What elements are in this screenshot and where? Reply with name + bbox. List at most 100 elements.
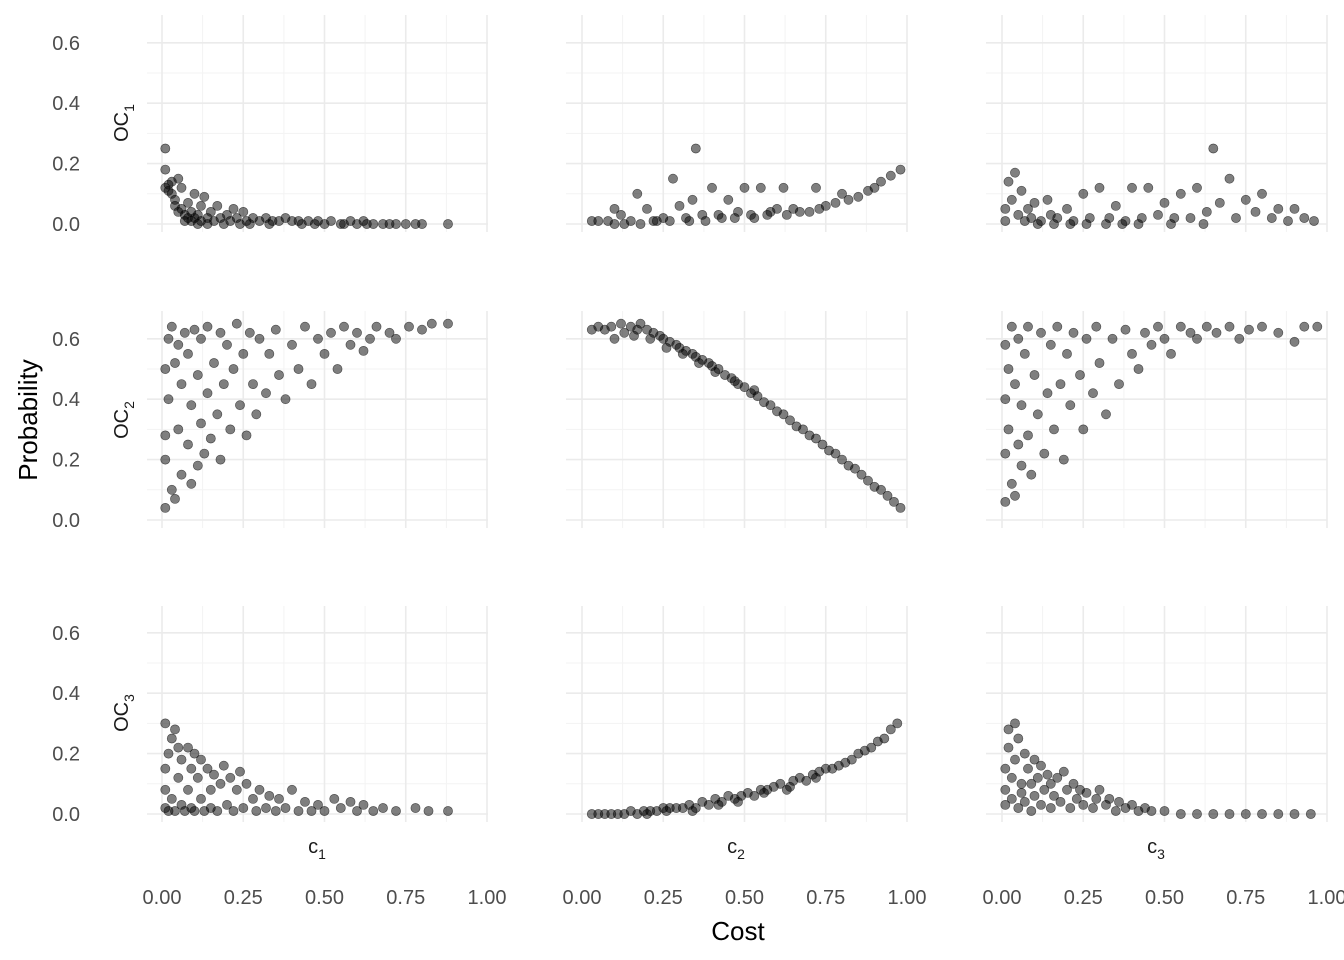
data-point [642,809,652,819]
data-point [1036,760,1046,771]
data-point [661,806,672,816]
data-point [677,348,688,359]
data-point [895,164,906,175]
data-point [1006,478,1017,489]
data-point [202,219,213,229]
data-point [1036,800,1046,810]
data-point [1026,469,1037,480]
data-point [183,197,193,208]
data-point [635,219,646,229]
data-point [280,803,291,813]
data-point [166,484,177,495]
data-point [1283,216,1293,226]
data-point [1049,424,1059,435]
x-tick-label: 0.50 [1145,887,1184,909]
data-point [1289,809,1300,819]
label-layer: 0.0 0.2 0.4 0.6 0.0 0.2 0.4 0.6 0.0 0.2 0.4 0.6 0.00… [52,33,1344,909]
data-point [293,364,304,374]
data-point [1081,788,1092,798]
data-point [1094,182,1105,193]
data-point [1003,176,1014,187]
data-point [733,797,743,807]
data-point [1062,784,1072,795]
y-tick-label: 0.4 [52,683,80,705]
data-point [1091,794,1102,804]
data-point [254,784,265,795]
data-point [1032,409,1043,420]
x-tick-label: 1.00 [468,887,507,909]
data-point [1071,794,1082,804]
data-point [707,182,717,193]
data-point [1000,496,1011,507]
data-point [339,219,349,229]
data-point [1000,448,1011,459]
panel-r3-c1 [147,606,488,822]
data-point [235,219,245,229]
data-point [1006,321,1017,332]
data-point [629,330,639,341]
data-point [635,318,646,329]
data-point [885,724,896,735]
data-point [248,379,258,389]
data-point [1104,794,1115,804]
data-point [1045,803,1056,813]
data-point [811,772,821,783]
data-point [1244,324,1254,335]
data-point [1013,209,1024,220]
data-point [837,454,847,465]
data-point [1094,358,1105,368]
data-point [1127,182,1137,193]
data-point [1078,424,1089,435]
data-point [651,216,662,226]
data-point [1185,213,1196,223]
data-point [287,339,297,350]
data-point [1049,791,1059,801]
data-point [205,784,216,795]
data-point [215,454,226,465]
data-point [345,339,356,350]
data-point [1006,772,1017,783]
data-point [1159,197,1170,208]
data-point [196,333,206,344]
data-point [313,800,323,810]
data-point [882,490,893,501]
data-point [176,379,187,389]
data-point [1266,213,1277,223]
data-point [1042,769,1053,780]
data-point [1094,784,1105,795]
data-point [1065,400,1076,411]
data-point [1175,809,1186,819]
y-tick-label: 0.2 [52,744,80,766]
data-point [196,794,206,804]
data-point [1107,333,1118,344]
data-point [296,219,307,229]
y-tick-label: 0.2 [52,450,80,472]
data-point [274,370,284,380]
data-point [837,188,847,199]
data-point [1013,733,1024,744]
data-point [400,219,411,229]
data-point [1029,370,1040,380]
data-point [1016,788,1027,798]
data-point [218,219,229,229]
data-point [215,778,226,789]
data-point [710,367,721,377]
y-tick-label: 0.4 [52,93,80,115]
data-point [879,733,890,744]
data-point [423,806,434,816]
data-point [160,763,171,774]
y-tick-label: 0.6 [52,329,80,351]
x-tick-label: 0.00 [563,887,602,909]
data-point [241,778,252,789]
data-point [306,379,317,389]
data-point [160,430,171,441]
data-point [160,784,171,795]
data-point [609,203,620,214]
data-point [1208,143,1219,154]
data-point [762,209,773,220]
data-point [853,191,864,202]
data-point [170,493,180,504]
data-point [199,191,210,202]
data-point [885,170,896,181]
